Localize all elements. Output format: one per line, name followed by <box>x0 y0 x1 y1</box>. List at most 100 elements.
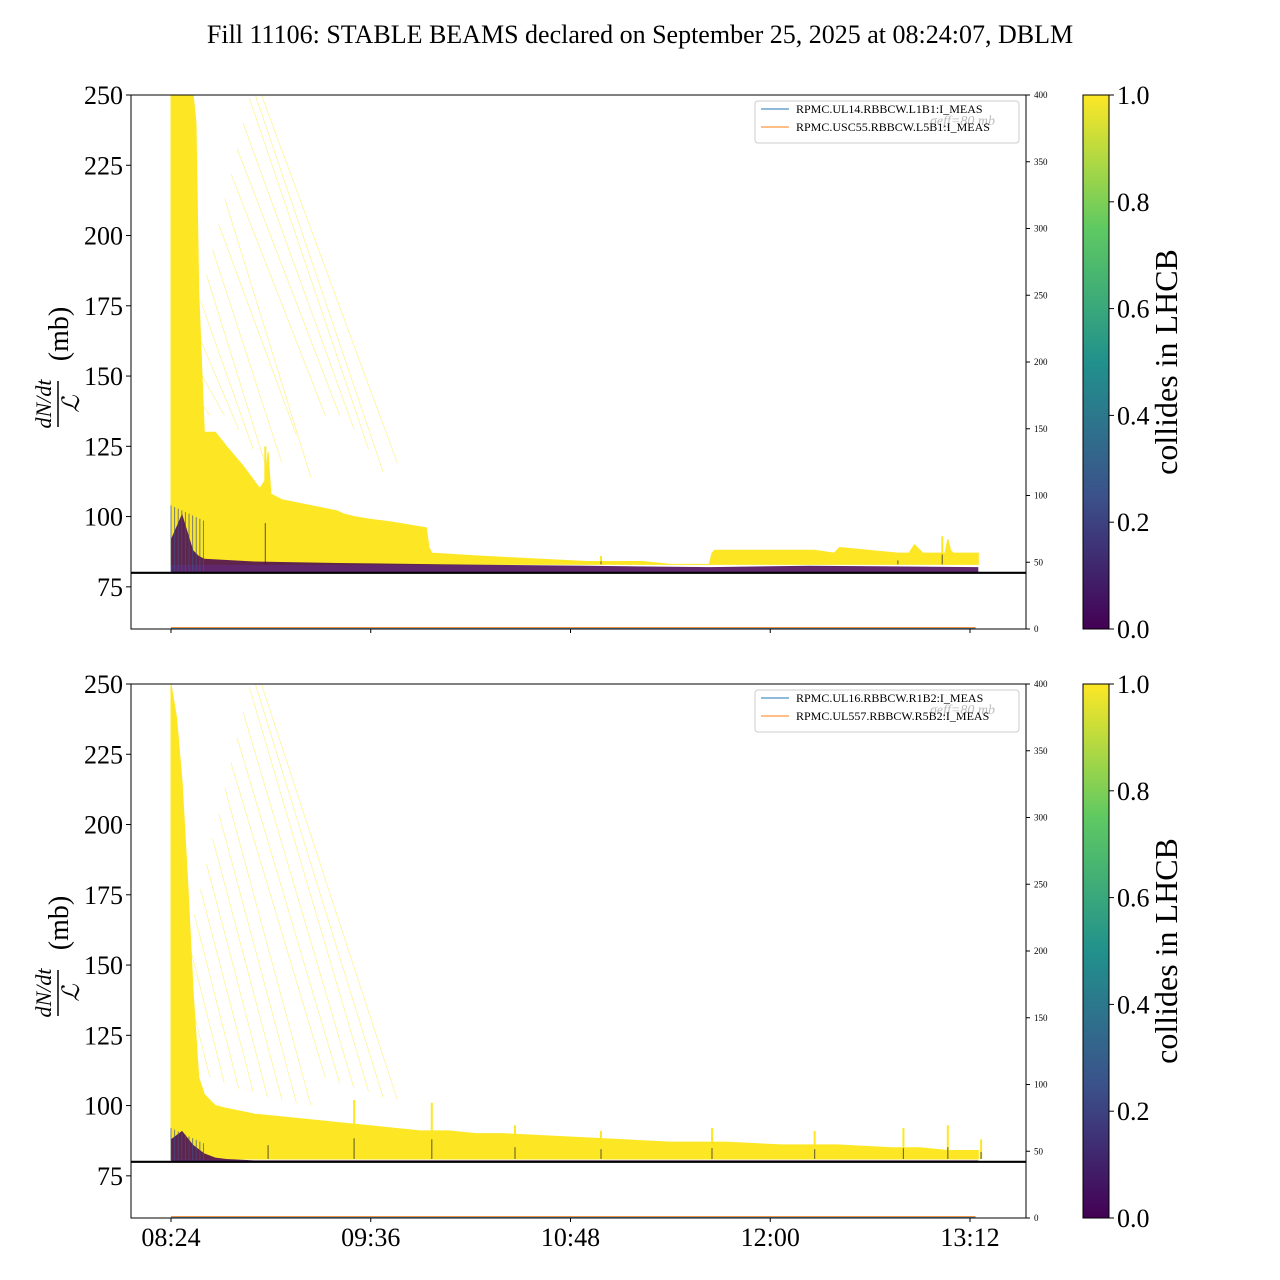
y2-tick-label: 350 <box>1034 746 1048 756</box>
yellow-trace <box>261 684 398 1101</box>
y2-tick-label: 150 <box>1034 1013 1048 1023</box>
colorbar-tick-label: 1.0 <box>1117 670 1150 699</box>
y2-tick-label: 250 <box>1034 879 1048 889</box>
plot-area-bottom <box>131 684 1026 1218</box>
yellow-trace <box>181 375 211 416</box>
legend-entry: RPMC.USC55.RBBCW.L5B1:I_MEAS <box>796 120 990 134</box>
legend-entry: RPMC.UL16.RBBCW.R1B2:I_MEAS <box>796 691 983 705</box>
yellow-trace <box>248 97 369 450</box>
yellow-trace <box>224 198 312 478</box>
colorbar-tick-label: 0.8 <box>1117 777 1150 806</box>
yellow-trace <box>212 249 283 464</box>
purple-series-band <box>171 513 979 573</box>
y-tick-label: 225 <box>84 740 123 769</box>
colorbar-tick-label: 0.2 <box>1117 1097 1150 1126</box>
y-label-denominator: ℒ <box>59 984 85 1002</box>
y2-tick-label: 150 <box>1034 424 1048 434</box>
figure-title: Fill 11106: STABLE BEAMS declared on Sep… <box>206 20 1074 49</box>
y2-tick-label: 0 <box>1034 1213 1039 1223</box>
x-tick-label: 09:36 <box>341 1223 400 1252</box>
yellow-trace <box>224 787 312 1106</box>
y2-tick-label: 350 <box>1034 157 1048 167</box>
colorbar-tick-label: 0.2 <box>1117 508 1150 537</box>
yellow-trace <box>248 686 369 1092</box>
yellow-trace <box>194 325 239 430</box>
yellow-trace <box>218 813 297 1103</box>
y-tick-label: 175 <box>84 881 123 910</box>
y-tick-label: 75 <box>97 1162 123 1191</box>
y-label-numerator: dN/dt <box>31 968 56 1018</box>
y-tick-label: 225 <box>84 151 123 180</box>
yellow-series-envelope <box>170 684 979 1160</box>
y-axis-label: dN/dt ℒ (mb) <box>31 307 85 429</box>
yellow-trace <box>242 712 355 1089</box>
legend-box <box>754 100 1020 144</box>
yellow-trace <box>212 838 283 1101</box>
panel-bottom: 75 100 125 150 175 200 225 250 0 50 100 150 200 250 30… <box>31 670 1184 1252</box>
y2-tick-label: 50 <box>1034 1146 1044 1156</box>
yellow-trace <box>236 737 340 1084</box>
legend-entry: RPMC.UL557.RBBCW.R5B2:I_MEAS <box>796 709 989 723</box>
y-label-numerator: dN/dt <box>31 379 56 429</box>
y-tick-label: 125 <box>84 432 123 461</box>
colorbar: 0.0 0.2 0.4 0.6 0.8 1.0 collides in LHCB <box>1082 81 1184 644</box>
colorbar-tick-label: 0.6 <box>1117 295 1150 324</box>
y2-tick-label: 200 <box>1034 946 1048 956</box>
colorbar-tick-label: 0.4 <box>1117 401 1150 430</box>
legend-box <box>754 689 1020 733</box>
x-tick-label: 12:00 <box>741 1223 800 1252</box>
y-label-denominator: ℒ <box>59 395 85 413</box>
y2-tick-label: 0 <box>1034 624 1039 634</box>
y-tick-label: 100 <box>84 1092 123 1121</box>
plot-area-top <box>131 95 1026 629</box>
yellow-trace <box>218 224 297 436</box>
y-label-unit: (mb) <box>44 896 75 950</box>
yellow-trace <box>230 173 326 416</box>
yellow-trace <box>242 123 355 430</box>
y2-tick-label: 300 <box>1034 224 1048 234</box>
yellow-trace <box>181 964 211 1078</box>
colorbar-label: collides in LHCB <box>1148 249 1184 475</box>
colorbar-gradient <box>1082 683 1110 1219</box>
colorbar-tick-label: 0.6 <box>1117 884 1150 913</box>
yellow-trace <box>187 939 225 1084</box>
colorbar-tick-label: 0.8 <box>1117 188 1150 217</box>
y-tick-label: 75 <box>97 573 123 602</box>
colorbar: 0.0 0.2 0.4 0.6 0.8 1.0 collides in LHCB <box>1082 670 1184 1233</box>
y-tick-label: 125 <box>84 1021 123 1050</box>
colorbar-tick-label: 0.4 <box>1117 990 1150 1019</box>
x-tick-label: 13:12 <box>940 1223 999 1252</box>
yellow-trace <box>200 889 254 1092</box>
y-tick-label: 150 <box>84 951 123 980</box>
yellow-trace <box>200 300 254 450</box>
y-tick-label: 100 <box>84 503 123 532</box>
yellow-trace <box>206 274 268 472</box>
y-tick-label: 250 <box>84 670 123 699</box>
y-tick-label: 150 <box>84 362 123 391</box>
legend-threshold-ghost-label: σeff=80 mb <box>930 703 995 718</box>
colorbar-label: collides in LHCB <box>1148 838 1184 1064</box>
y2-tick-label: 300 <box>1034 813 1048 823</box>
y2-tick-label: 200 <box>1034 357 1048 367</box>
yellow-trace <box>187 350 225 416</box>
y-tick-label: 200 <box>84 222 123 251</box>
colorbar-tick-label: 1.0 <box>1117 81 1150 110</box>
yellow-trace <box>230 762 326 1078</box>
yellow-trace <box>261 95 398 464</box>
colorbar-tick-label: 0.0 <box>1117 1204 1150 1233</box>
colorbar-tick-label: 0.0 <box>1117 615 1150 644</box>
y2-tick-label: 250 <box>1034 290 1048 300</box>
yellow-trace <box>194 914 239 1089</box>
colorbar-gradient <box>1082 94 1110 630</box>
x-tick-label: 10:48 <box>541 1223 600 1252</box>
y2-tick-label: 100 <box>1034 1080 1048 1090</box>
yellow-series-envelope <box>170 95 979 565</box>
y-label-unit: (mb) <box>44 307 75 361</box>
yellow-trace <box>206 863 268 1098</box>
yellow-trace <box>236 148 340 416</box>
y2-tick-label: 50 <box>1034 557 1044 567</box>
legend-entry: RPMC.UL14.RBBCW.L1B1:I_MEAS <box>796 102 983 116</box>
